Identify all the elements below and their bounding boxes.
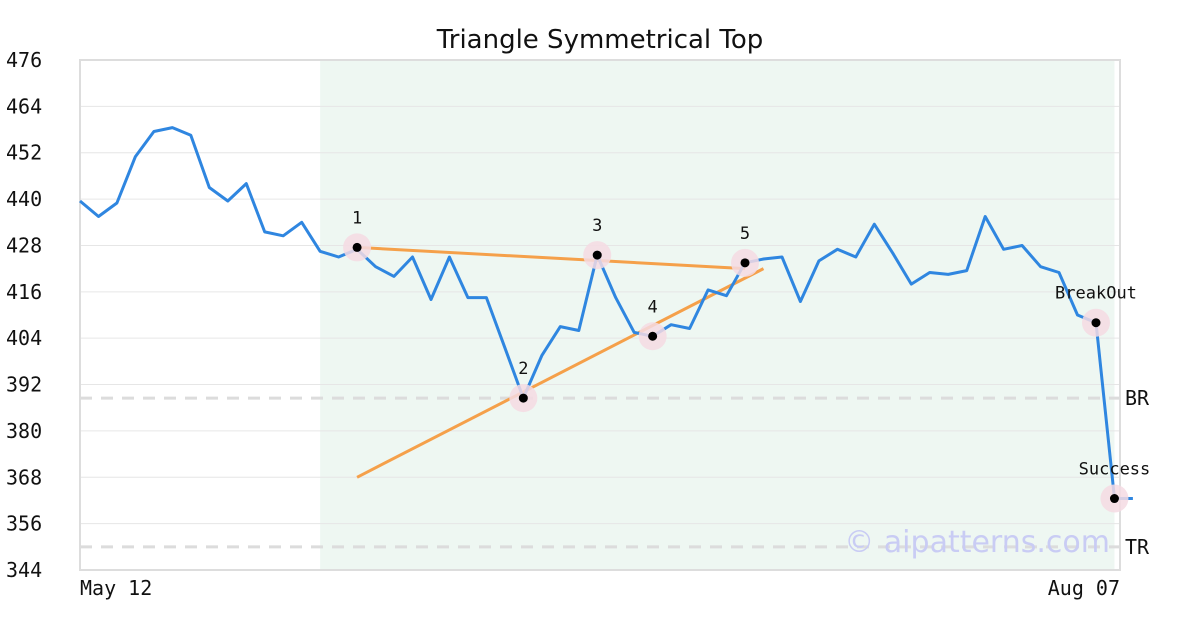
point-dot: [518, 393, 528, 403]
shaded-region-layer: [320, 60, 1115, 570]
plot-frame-layer: [79, 59, 1121, 571]
y-tick-label: 416: [6, 280, 42, 304]
point-label: 1: [352, 208, 362, 228]
point-label: 2: [518, 359, 528, 379]
point-label: Success: [1079, 460, 1151, 480]
reference-label-tr: TR: [1125, 535, 1150, 559]
series-layer: [79, 126, 1133, 500]
y-tick-label: 464: [6, 94, 42, 118]
point-dot: [592, 250, 602, 260]
point-label: BreakOut: [1055, 284, 1137, 304]
point-dot: [740, 258, 750, 268]
x-tick-layer: May 12 Aug 07: [80, 576, 1120, 600]
y-tick-label: 380: [6, 419, 42, 443]
y-tick-label: 356: [6, 512, 42, 536]
price-series-line: [79, 126, 1133, 500]
reference-label-br: BR: [1125, 386, 1150, 410]
point-label: 3: [592, 216, 602, 236]
y-tick-label: 392: [6, 373, 42, 397]
x-tick-label: May 12: [80, 576, 152, 600]
pattern-point-layer: 1 2 3 4 5 BreakOut Success: [343, 208, 1151, 513]
y-tick-label: 368: [6, 465, 42, 489]
pattern-region: [320, 60, 1115, 570]
plot-frame: [79, 59, 1121, 571]
trendline-upper: [357, 245, 746, 271]
trendline-layer: [356, 245, 765, 479]
reference-line-layer: BR TR: [80, 386, 1150, 559]
point-label: 5: [740, 224, 750, 244]
y-tick-label: 344: [6, 558, 42, 582]
watermark-text: © aipatterns.com: [844, 525, 1110, 560]
point-label: 4: [648, 297, 658, 317]
chart-title: Triangle Symmetrical Top: [436, 25, 764, 55]
y-tick-label: 440: [6, 187, 42, 211]
x-tick-label: Aug 07: [1048, 576, 1120, 600]
point-dot: [352, 242, 362, 252]
y-tick-label: 404: [6, 326, 42, 350]
point-dot: [1109, 494, 1119, 504]
y-tick-label: 476: [6, 48, 42, 72]
y-tick-layer: 476 464 452 440 428 416 404 392 380 368 356 344: [6, 48, 42, 582]
point-dot: [648, 331, 658, 341]
trendline-lower: [356, 267, 765, 479]
y-tick-label: 428: [6, 233, 42, 257]
y-tick-label: 452: [6, 141, 42, 165]
point-dot: [1091, 318, 1101, 328]
